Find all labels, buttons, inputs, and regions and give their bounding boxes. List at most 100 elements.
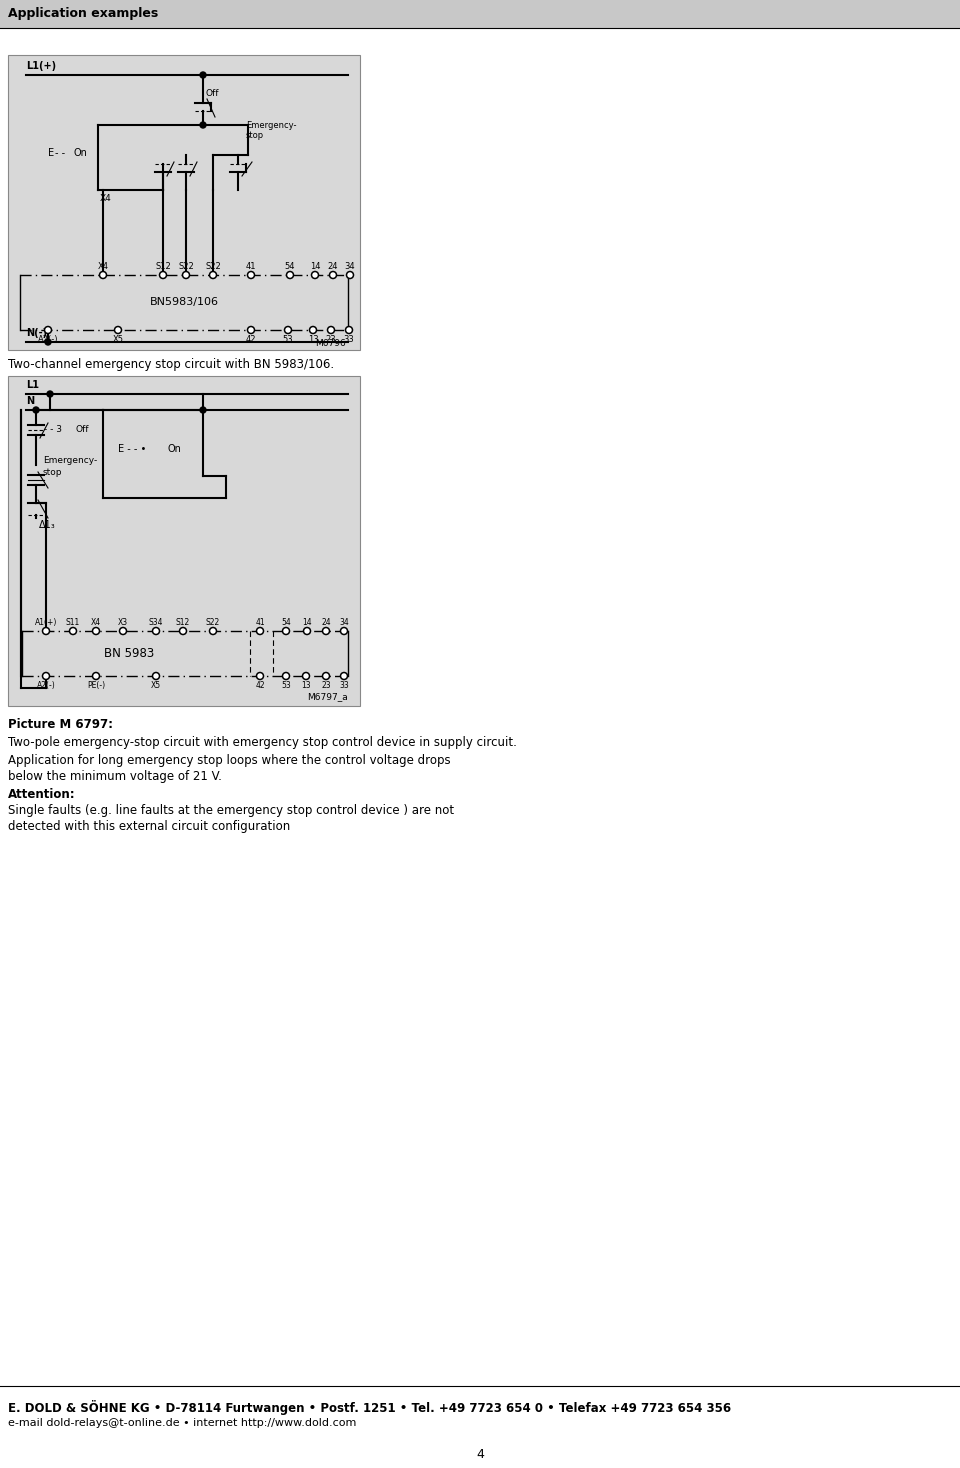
Text: Attention:: Attention: [8, 788, 76, 802]
Circle shape [329, 272, 337, 279]
Circle shape [286, 272, 294, 279]
FancyBboxPatch shape [8, 54, 360, 349]
Text: E: E [48, 147, 54, 157]
Text: Emergency-: Emergency- [43, 457, 97, 465]
Text: BN 5983: BN 5983 [105, 647, 155, 661]
Text: 24: 24 [322, 618, 331, 627]
Circle shape [153, 672, 159, 680]
Text: 53: 53 [282, 335, 294, 344]
Text: M6797_a: M6797_a [307, 691, 348, 702]
Text: Application examples: Application examples [8, 7, 158, 21]
Text: Two-pole emergency-stop circuit with emergency stop control device in supply cir: Two-pole emergency-stop circuit with eme… [8, 735, 516, 749]
Circle shape [153, 627, 159, 634]
Text: 13: 13 [308, 335, 319, 344]
Text: S11: S11 [66, 618, 80, 627]
Circle shape [209, 272, 217, 279]
Circle shape [309, 326, 317, 333]
Text: A1(+): A1(+) [35, 618, 58, 627]
Text: 14: 14 [302, 618, 312, 627]
Text: X4: X4 [100, 194, 111, 203]
Text: detected with this external circuit configuration: detected with this external circuit conf… [8, 821, 290, 832]
Text: 34: 34 [345, 261, 355, 272]
Text: E - - •: E - - • [118, 443, 146, 454]
Text: X4: X4 [91, 618, 101, 627]
FancyBboxPatch shape [8, 376, 360, 706]
Circle shape [209, 627, 217, 634]
Circle shape [200, 122, 206, 128]
Circle shape [303, 627, 310, 634]
Text: N(-): N(-) [26, 327, 47, 338]
Circle shape [302, 672, 309, 680]
Text: L1(+): L1(+) [26, 62, 56, 70]
Text: X5: X5 [112, 335, 124, 344]
Circle shape [284, 326, 292, 333]
Text: - -: - - [55, 147, 65, 157]
Text: 13: 13 [301, 681, 311, 690]
Text: 33: 33 [339, 681, 348, 690]
Text: 4: 4 [476, 1447, 484, 1461]
Circle shape [323, 627, 329, 634]
Circle shape [92, 672, 100, 680]
Text: 34: 34 [339, 618, 348, 627]
Text: BN5983/106: BN5983/106 [150, 298, 219, 307]
Circle shape [200, 407, 206, 413]
Text: 42: 42 [246, 335, 256, 344]
Circle shape [256, 627, 263, 634]
Circle shape [42, 672, 50, 680]
Text: M6796: M6796 [315, 339, 346, 348]
Text: 54: 54 [285, 261, 296, 272]
Text: E. DOLD & SÖHNE KG • D-78114 Furtwangen • Postf. 1251 • Tel. +49 7723 654 0 • Te: E. DOLD & SÖHNE KG • D-78114 Furtwangen … [8, 1400, 732, 1415]
Circle shape [248, 326, 254, 333]
Circle shape [44, 326, 52, 333]
Text: Single faults (e.g. line faults at the emergency stop control device ) are not: Single faults (e.g. line faults at the e… [8, 804, 454, 818]
Text: Off: Off [76, 426, 89, 435]
Circle shape [282, 627, 290, 634]
Text: N: N [26, 396, 35, 407]
Text: S22: S22 [179, 261, 194, 272]
Text: A2(-): A2(-) [36, 681, 56, 690]
Circle shape [69, 627, 77, 634]
Text: 23: 23 [325, 335, 336, 344]
Text: below the minimum voltage of 21 V.: below the minimum voltage of 21 V. [8, 771, 222, 782]
Circle shape [182, 272, 189, 279]
Circle shape [114, 326, 122, 333]
Text: A2(-): A2(-) [37, 335, 59, 344]
Text: - - 3: - - 3 [44, 426, 62, 435]
Circle shape [323, 672, 329, 680]
Circle shape [248, 272, 254, 279]
Text: X4: X4 [98, 261, 108, 272]
Text: Picture M 6797:: Picture M 6797: [8, 718, 113, 731]
Text: stop: stop [246, 131, 264, 139]
Circle shape [47, 390, 53, 396]
Circle shape [346, 326, 352, 333]
Text: 33: 33 [344, 335, 354, 344]
Circle shape [92, 627, 100, 634]
Text: S12: S12 [156, 261, 171, 272]
Circle shape [119, 627, 127, 634]
Circle shape [327, 326, 334, 333]
Text: X5: X5 [151, 681, 161, 690]
Text: stop: stop [43, 468, 62, 477]
Text: Emergency-: Emergency- [246, 120, 297, 131]
Circle shape [256, 672, 263, 680]
Circle shape [159, 272, 166, 279]
Text: Δ1₃: Δ1₃ [39, 520, 56, 530]
Text: S12: S12 [176, 618, 190, 627]
Text: PE(-): PE(-) [87, 681, 105, 690]
Text: 41: 41 [255, 618, 265, 627]
Text: X3: X3 [118, 618, 128, 627]
Circle shape [180, 627, 186, 634]
Text: Off: Off [206, 90, 220, 98]
Text: S34: S34 [149, 618, 163, 627]
Text: 24: 24 [327, 261, 338, 272]
Circle shape [311, 272, 319, 279]
Text: L1: L1 [26, 380, 39, 390]
Circle shape [341, 672, 348, 680]
Circle shape [45, 339, 51, 345]
Circle shape [347, 272, 353, 279]
Text: Application for long emergency stop loops where the control voltage drops: Application for long emergency stop loop… [8, 755, 450, 766]
Text: 41: 41 [246, 261, 256, 272]
Text: S22: S22 [205, 618, 220, 627]
Text: S22: S22 [205, 261, 221, 272]
FancyBboxPatch shape [0, 0, 960, 28]
